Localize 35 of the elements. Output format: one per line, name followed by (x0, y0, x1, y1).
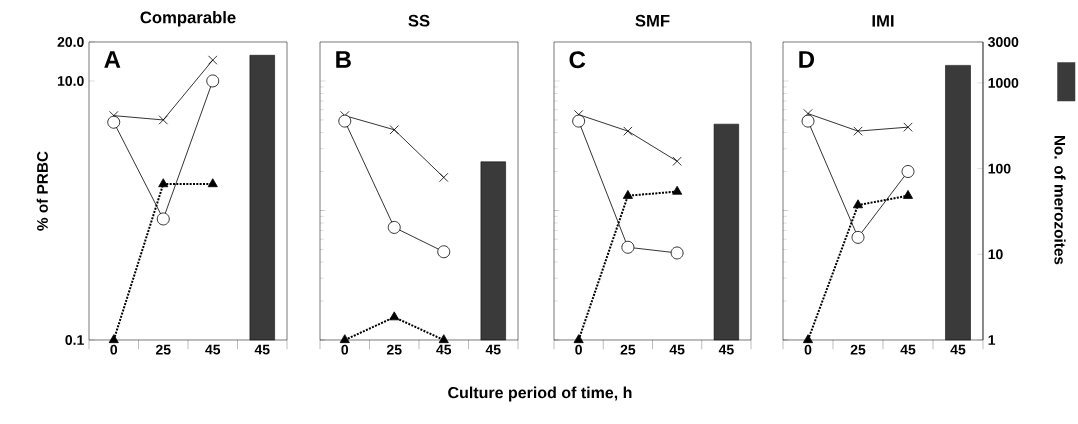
y-axis-title: % of PRBC (36, 151, 48, 231)
y-tick-label: 3000 (988, 37, 1019, 47)
chart-title: SMF (635, 14, 670, 27)
y-tick-label: 1 (988, 335, 996, 345)
x-tick-label: 45 (718, 344, 734, 355)
x-tick-label: 45 (254, 344, 270, 355)
x-axis-title: Culture period of time, h (448, 386, 632, 402)
x-tick-label: 45 (436, 344, 452, 355)
y-tick-label: 10.0 (57, 76, 84, 86)
x-tick-label: 0 (804, 344, 812, 355)
y-tick-label: 10 (988, 249, 1003, 260)
annotation: C (569, 51, 586, 69)
x-tick-label: 45 (485, 344, 501, 355)
y-tick-label: 100 (988, 163, 1011, 174)
chart-title: Comparable (140, 11, 236, 27)
x-tick-label: 45 (205, 344, 221, 355)
x-tick-label: 25 (620, 344, 636, 355)
annotation: D (799, 51, 815, 68)
x-tick-label: 0 (575, 344, 582, 355)
x-tick-label: 25 (386, 344, 402, 355)
x-tick-label: 45 (669, 344, 685, 355)
x-tick-label: 25 (850, 344, 866, 355)
y-tick-label: 0.1 (65, 335, 84, 345)
x-tick-label: 45 (900, 344, 916, 355)
x-tick-label: 0 (341, 344, 349, 355)
chart-title: IMI (872, 15, 894, 27)
x-tick-label: 0 (110, 344, 118, 355)
y-axis-title: No. of merozoites (1054, 135, 1066, 265)
x-tick-label: 25 (155, 344, 171, 355)
x-tick-label: 45 (950, 344, 966, 355)
chart-title: SS (408, 14, 430, 27)
annotation: B (336, 51, 351, 68)
annotation: A (104, 51, 121, 68)
y-tick-label: 1000 (988, 77, 1019, 88)
y-tick-label: 20.0 (57, 37, 84, 47)
